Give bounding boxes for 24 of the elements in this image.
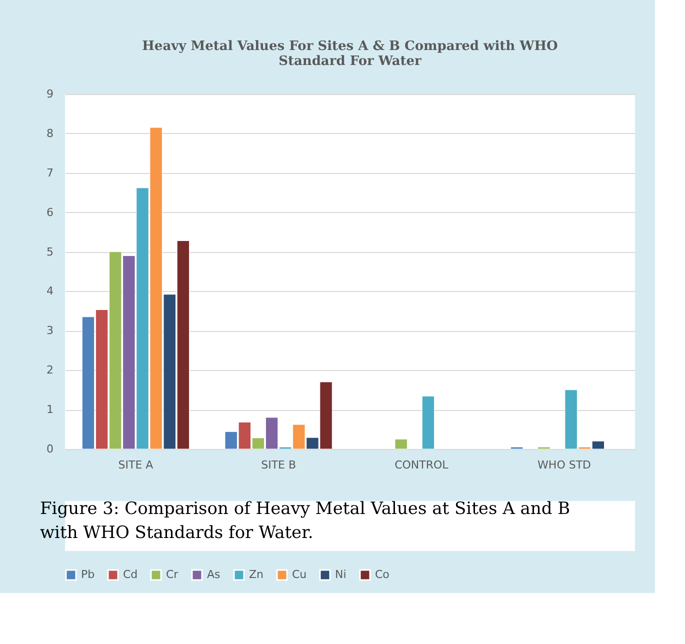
legend-label: Zn: [249, 568, 264, 581]
legend-label: Pb: [81, 568, 95, 581]
y-tick-label: 4: [46, 284, 54, 298]
y-tick-label: 9: [46, 88, 54, 100]
legend-label: As: [207, 568, 221, 581]
legend-label: Cd: [123, 568, 138, 581]
x-tick-label: CONTROL: [394, 458, 450, 472]
y-tick-label: 3: [46, 324, 54, 338]
x-tick-label: SITE B: [261, 458, 296, 472]
legend-label: Co: [375, 568, 390, 581]
chart-title: Heavy Metal Values For Sites A & B Compared with WHO Standard For Water: [142, 39, 558, 69]
x-tick-label: WHO STD: [538, 458, 592, 472]
y-tick-label: 8: [46, 126, 54, 140]
y-tick-label: 6: [46, 206, 54, 219]
y-tick-label: 5: [46, 245, 54, 258]
legend-label: Cu: [292, 568, 307, 581]
x-tick-label: SITE A: [118, 458, 154, 472]
legend-label: Cr: [166, 568, 179, 581]
y-tick-label: 0: [46, 442, 54, 456]
y-tick-label: 2: [46, 364, 54, 377]
y-tick-label: 1: [46, 403, 54, 416]
legend-label: Ni: [335, 568, 346, 581]
y-tick-label: 7: [46, 166, 54, 180]
caption: Figure 3: Comparison of Heavy Metal Values at Sites A and B with WHO Standards for Water.: [40, 499, 570, 543]
